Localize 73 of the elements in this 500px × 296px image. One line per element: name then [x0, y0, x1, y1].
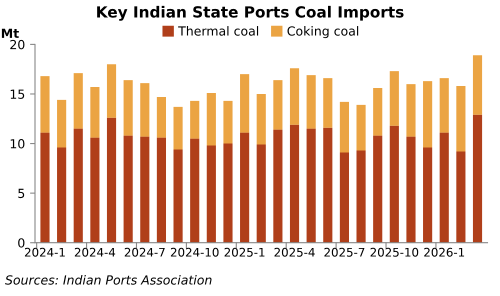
x-tick-label: 2024-10	[170, 248, 219, 257]
bar	[223, 144, 233, 243]
bar	[323, 78, 332, 128]
bar	[90, 87, 100, 138]
x-tick-label: 2025-1	[224, 248, 264, 257]
bar	[240, 74, 250, 133]
y-axis-title: Mt	[2, 28, 19, 38]
bar	[456, 151, 466, 243]
bar	[423, 81, 432, 148]
bar	[373, 88, 382, 136]
bar	[190, 138, 200, 243]
bar	[57, 148, 66, 243]
bar	[390, 126, 399, 243]
bar	[173, 150, 183, 243]
y-tick-label: 5	[18, 188, 24, 198]
bar	[356, 150, 366, 243]
bar	[472, 55, 482, 115]
x-tick-label: 2024-7	[124, 248, 165, 257]
bar	[240, 132, 250, 243]
bar	[406, 84, 416, 137]
bar	[173, 106, 183, 150]
bar	[306, 128, 316, 243]
x-tick-label: 2026-1	[424, 248, 464, 257]
bar	[124, 136, 133, 243]
bar	[140, 136, 150, 243]
bar	[340, 102, 350, 152]
bar	[273, 130, 282, 243]
x-tick-label: 2025-7	[324, 248, 364, 257]
y-tick-label: 10	[10, 139, 24, 148]
x-tick-label: 2024-4	[74, 248, 116, 257]
x-tick-label: 2025-4	[274, 248, 315, 257]
bar	[124, 80, 133, 136]
bar	[290, 68, 300, 125]
bar	[406, 136, 416, 243]
bar	[423, 148, 432, 243]
bar	[373, 136, 382, 243]
y-tick-label: 15	[10, 90, 24, 99]
bar	[74, 73, 83, 129]
source-note: Sources: Indian Ports Association	[5, 275, 212, 285]
bar	[106, 64, 116, 118]
bar	[57, 100, 66, 148]
legend-label: Thermal coal	[178, 26, 258, 36]
bar	[340, 152, 350, 243]
y-tick-label: 0	[18, 238, 24, 248]
bar	[440, 78, 449, 133]
bar	[273, 80, 282, 130]
bar	[356, 104, 366, 150]
bar	[156, 138, 166, 243]
bar	[472, 114, 482, 243]
bar	[223, 100, 233, 144]
bar	[206, 146, 216, 243]
bar	[90, 138, 100, 243]
bar	[206, 92, 216, 146]
bar	[390, 71, 399, 126]
x-tick-label: 2025-10	[370, 248, 418, 257]
bar	[190, 100, 200, 139]
bar	[323, 128, 332, 243]
bar	[290, 124, 300, 243]
bar	[74, 128, 83, 243]
bar	[40, 76, 50, 133]
bar	[306, 75, 316, 129]
bar	[440, 132, 449, 243]
bar	[156, 96, 166, 138]
bar	[106, 118, 116, 243]
bar	[256, 144, 266, 243]
bar	[140, 83, 150, 137]
y-tick-label: 20	[10, 40, 24, 50]
bar	[40, 132, 50, 243]
x-tick-label: 2024-1	[24, 248, 65, 257]
bar	[456, 86, 466, 152]
bar	[256, 94, 266, 145]
chart-title: Key Indian State Ports Coal Imports	[97, 6, 404, 21]
legend-label: Coking coal	[287, 26, 358, 38]
